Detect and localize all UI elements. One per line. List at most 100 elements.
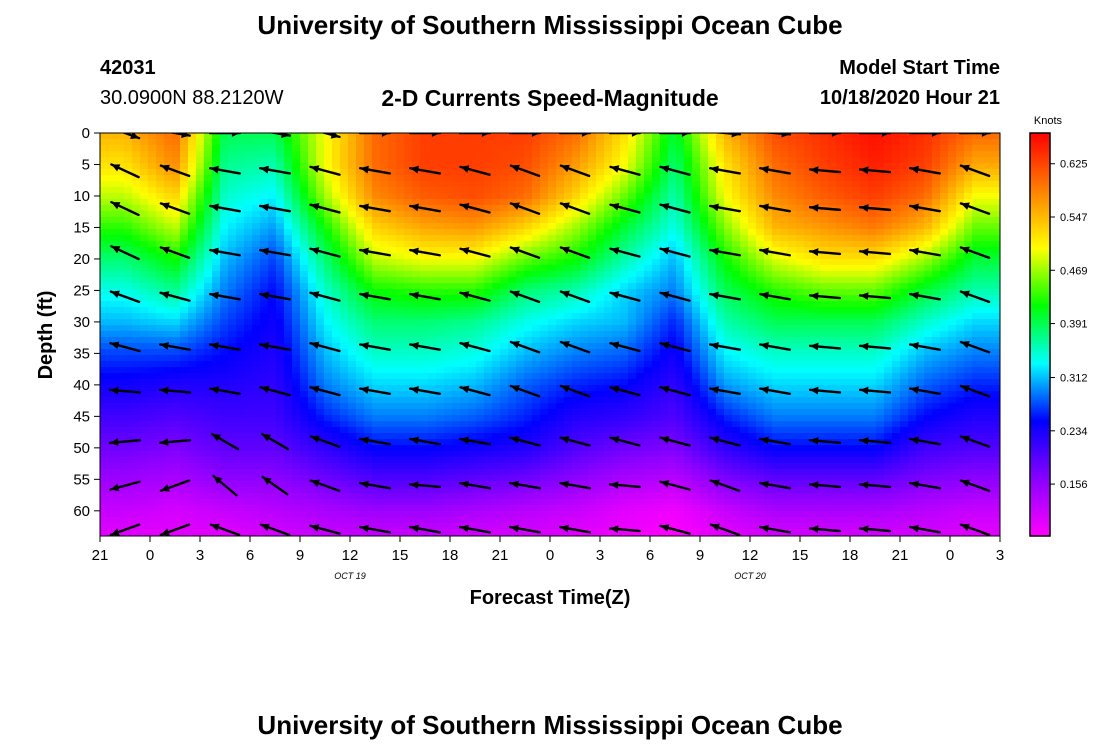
heat-cell [108,487,117,494]
heat-cell [676,289,685,296]
heat-cell [548,493,557,500]
heat-cell [524,289,533,296]
heat-cell [116,145,125,152]
heat-cell [468,223,477,230]
heat-cell [476,403,485,410]
heat-cell [660,139,669,146]
heat-cell [556,301,565,308]
heat-cell [164,301,173,308]
heat-cell [180,451,189,458]
heat-cell [348,319,357,326]
heat-cell [284,307,293,314]
heat-cell [452,223,461,230]
heat-cell [156,427,165,434]
heat-cell [388,433,397,440]
heat-cell [212,481,221,488]
heat-cell [316,517,325,524]
heat-cell [356,367,365,374]
heat-cell [356,421,365,428]
heat-cell [252,451,261,458]
heat-cell [180,397,189,404]
heat-cell [340,259,349,266]
heat-cell [300,343,309,350]
heat-cell [636,259,645,266]
heat-cell [500,289,509,296]
heat-cell [316,295,325,302]
heat-cell [124,133,133,140]
heat-cell [300,289,309,296]
heat-cell [572,469,581,476]
heat-cell [196,187,205,194]
heat-cell [684,181,693,188]
heat-cell [620,391,629,398]
heat-cell [556,445,565,452]
heat-cell [340,433,349,440]
heat-cell [212,301,221,308]
heat-cell [436,445,445,452]
heat-cell [348,277,357,284]
heat-cell [260,379,269,386]
heat-cell [252,187,261,194]
heat-cell [540,289,549,296]
heat-cell [124,319,133,326]
heat-cell [164,271,173,278]
heat-cell [644,151,653,158]
heat-cell [164,379,173,386]
heat-cell [412,145,421,152]
heat-cell [628,199,637,206]
heat-cell [116,367,125,374]
heat-cell [308,511,317,518]
heat-cell [260,421,269,428]
heat-cell [404,193,413,200]
heat-cell [660,361,669,368]
heat-cell [620,433,629,440]
heat-cell [588,427,597,434]
heat-cell [340,457,349,464]
heat-cell [644,397,653,404]
heat-cell [356,301,365,308]
heat-cell [572,427,581,434]
heat-cell [116,133,125,140]
heat-cell [396,499,405,506]
heat-cell [188,283,197,290]
heat-cell [676,385,685,392]
heat-cell [476,523,485,530]
heat-cell [636,349,645,356]
heat-cell [188,373,197,380]
heat-cell [276,289,285,296]
heat-cell [668,433,677,440]
heat-cell [356,145,365,152]
heat-cell [148,259,157,266]
heat-cell [324,475,333,482]
heat-cell [100,253,109,260]
heat-cell [668,187,677,194]
heat-cell [324,445,333,452]
heat-cell [604,205,613,212]
heat-cell [564,325,573,332]
heat-cell [460,211,469,218]
heat-cell [188,505,197,512]
heat-cell [228,193,237,200]
heat-cell [476,301,485,308]
heat-cell [308,193,317,200]
heat-cell [140,259,149,266]
heat-cell [324,145,333,152]
heat-cell [508,259,517,266]
heat-cell [404,367,413,374]
heat-cell [140,133,149,140]
heat-cell [156,169,165,176]
heat-cell [460,175,469,182]
heat-cell [556,481,565,488]
heat-cell [292,397,301,404]
heat-cell [516,265,525,272]
heat-cell [452,217,461,224]
heat-cell [612,229,621,236]
heat-cell [492,367,501,374]
heat-cell [276,139,285,146]
heat-cell [244,187,253,194]
heat-cell [580,457,589,464]
heat-cell [412,517,421,524]
heat-cell [676,457,685,464]
heat-cell [348,427,357,434]
heat-cell [156,355,165,362]
